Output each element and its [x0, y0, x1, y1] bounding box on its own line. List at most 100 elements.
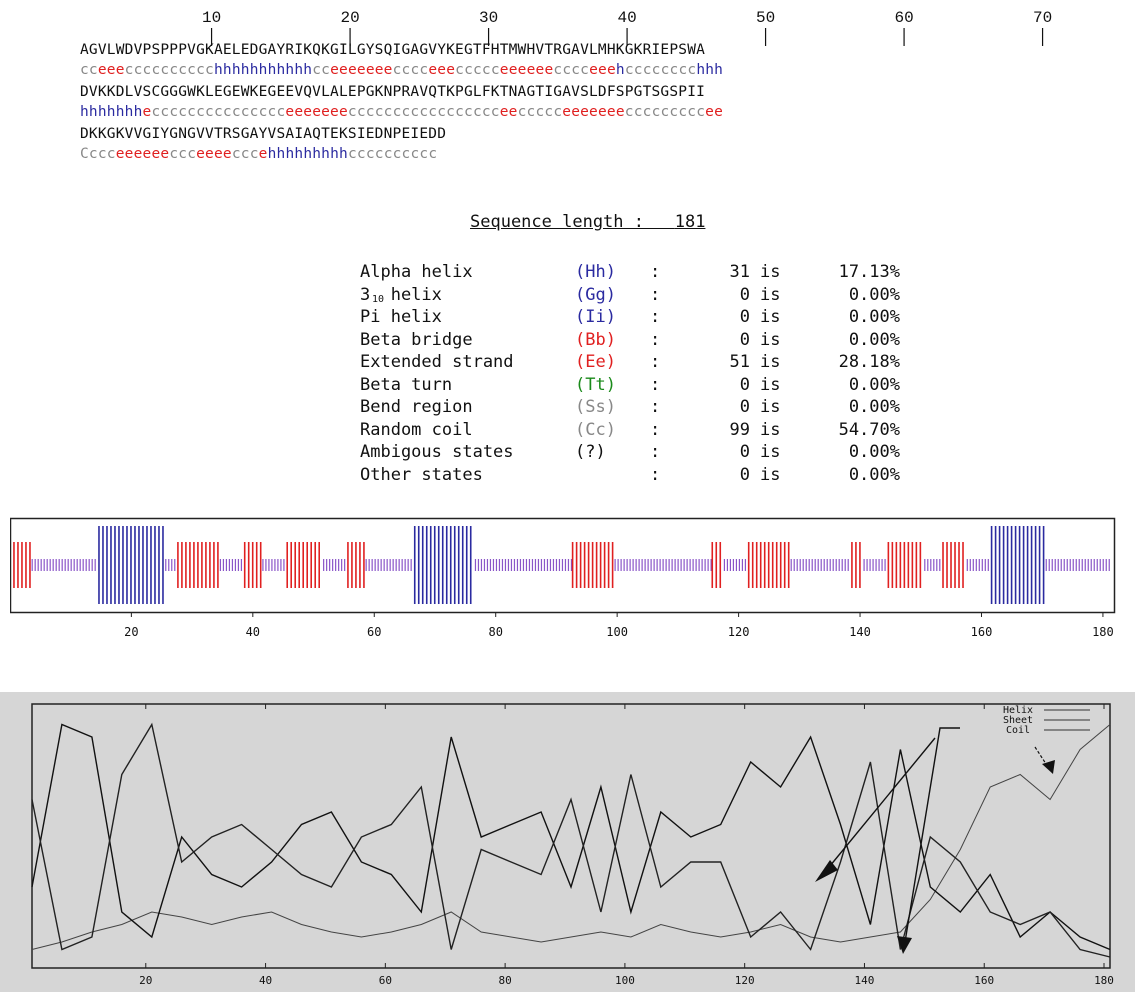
summary-unit: is [760, 442, 781, 462]
arrow-line [904, 727, 960, 943]
summary-colon: : [650, 374, 661, 395]
ruler-tick-label: 20 [340, 9, 359, 27]
structure-run-e: eeeeee [115, 146, 170, 162]
summary-percent: 0.00% [848, 307, 900, 327]
summary-state-code: (Ss) [575, 397, 616, 417]
summary-colon: : [650, 352, 661, 372]
summary-count: 0 [739, 374, 750, 395]
summary-row: Extended strand (Ee): 51 is 28.18% [360, 352, 920, 374]
summary-row: 3 helix (Gg): 0 is 0.00% 10 [360, 285, 920, 307]
arrow-head [1042, 760, 1055, 774]
summary-unit: is [760, 374, 781, 395]
summary-state-code: (Tt) [575, 374, 616, 395]
summary-unit: is [760, 284, 781, 305]
summary-count: 31 [729, 262, 750, 282]
structure-run-h: hhhhhhh [80, 104, 143, 120]
summary-state-name: Beta turn [360, 374, 453, 395]
secondary-structure-bar-chart: 20 40 60 80 100 120 140 160 180 [10, 517, 1116, 639]
summary-count: 0 [739, 397, 750, 417]
sequence-length-title: Sequence length : 181 [470, 212, 705, 232]
structure-run-c: ccccccccc [624, 104, 706, 120]
summary-count: 0 [739, 307, 750, 327]
summary-subscript: 10 [372, 293, 385, 305]
annotation-arrows [815, 727, 1055, 954]
structure-run-c: ccccc [455, 62, 500, 78]
structure-run-c: cc [80, 62, 98, 78]
summary-colon: : [650, 307, 661, 327]
structure-run-e: eeeeeee [330, 62, 393, 78]
summary-state-name: Pi helix [360, 307, 442, 327]
structure-run-e: eee [589, 62, 616, 78]
series-line-helix [31, 724, 1111, 950]
summary-count: 0 [739, 284, 750, 305]
summary-state-code: (Hh) [575, 262, 616, 282]
structure-run-h: hhhhhhhhh [267, 146, 348, 162]
summary-state-code: (Ee) [575, 352, 616, 372]
summary-colon: : [650, 419, 661, 440]
structure-run-c: ccccccccccccccccc [347, 104, 500, 120]
summary-count: 0 [739, 329, 750, 350]
arrow-line [1034, 746, 1049, 768]
structure-line: Cccceeeeeeccceeeecccehhhhhhhhhcccccccccc [80, 145, 437, 163]
summary-state-code: (Bb) [575, 329, 616, 350]
summary-count: 51 [729, 352, 750, 372]
structure-run-e: e [142, 104, 152, 120]
structure-run-e: e [258, 146, 268, 162]
summary-state-name: Alpha helix [360, 262, 473, 282]
summary-percent: 0.00% [848, 284, 900, 305]
summary-state-name: 3 helix [360, 284, 442, 305]
ruler-tick-label: 50 [756, 9, 775, 27]
structure-run-h: hhhhhhhhhhh [213, 62, 313, 78]
structure-run-e: ee [499, 104, 518, 120]
summary-percent: 17.13% [838, 262, 900, 282]
series-line-sheet [31, 723, 1111, 951]
summary-unit: is [760, 307, 781, 327]
arrow-head [815, 860, 838, 882]
summary-unit: is [760, 262, 781, 282]
summary-percent: 0.00% [848, 397, 900, 417]
structure-run-e: ee [705, 104, 724, 120]
summary-row: Bend region (Ss): 0 is 0.00% [360, 397, 920, 419]
summary-unit: is [760, 464, 781, 485]
x-tick-label: 160 [974, 974, 994, 987]
summary-percent: 0.00% [848, 464, 900, 485]
structure-run-e: eeee [196, 146, 232, 162]
summary-state-name: Extended strand [360, 352, 514, 372]
x-tick-label: 120 [728, 625, 750, 639]
structure-run-c: cccccccccc [124, 62, 214, 78]
structure-run-c: cccc [392, 62, 429, 78]
summary-count: 99 [729, 419, 750, 440]
structure-run-c: cccc [553, 62, 590, 78]
series-line-coil [31, 722, 1111, 958]
summary-state-name: Beta bridge [360, 329, 473, 350]
summary-row: Beta bridge (Bb): 0 is 0.00% [360, 330, 920, 352]
summary-row: Other states: 0 is 0.00% [360, 465, 920, 487]
profile-frame [31, 703, 1111, 969]
sequence-line: DKKGKVVGIYGNGVVTRSGAYVSAIAQTEKSIEDNPEIED… [80, 126, 447, 142]
x-tick-label: 80 [488, 625, 502, 639]
x-tick-label: 180 [1092, 625, 1114, 639]
summary-colon: : [650, 397, 661, 417]
x-tick-label: 20 [124, 625, 138, 639]
summary-unit: is [760, 419, 781, 440]
summary-colon: : [650, 262, 661, 282]
summary-percent: 28.18% [838, 352, 900, 372]
summary-row: Random coil (Cc): 99 is 54.70% [360, 420, 920, 442]
summary-state-name: Bend region [360, 397, 473, 417]
summary-row: Ambigous states (?): 0 is 0.00% [360, 442, 920, 464]
arrow-head [897, 936, 912, 954]
ruler-tick-label: 70 [1033, 9, 1052, 27]
summary-state-code: (Ii) [575, 307, 616, 327]
summary-unit: is [760, 397, 781, 417]
structure-run-e: eeeeeee [562, 104, 625, 120]
x-tick-label: 120 [735, 974, 755, 987]
summary-state-code: (Gg) [575, 284, 616, 305]
summary-percent: 0.00% [848, 329, 900, 350]
x-tick-label: 40 [259, 974, 272, 987]
structure-run-e: eee [428, 62, 456, 78]
structure-run-e: eeeeeee [285, 104, 348, 120]
x-tick-label: 60 [367, 625, 381, 639]
ruler-tick-label: 10 [202, 9, 221, 27]
summary-state-name: Random coil [360, 419, 473, 440]
summary-unit: is [760, 352, 781, 372]
